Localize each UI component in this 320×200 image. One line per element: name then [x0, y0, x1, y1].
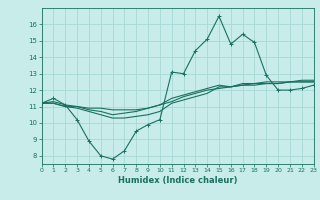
X-axis label: Humidex (Indice chaleur): Humidex (Indice chaleur): [118, 176, 237, 185]
